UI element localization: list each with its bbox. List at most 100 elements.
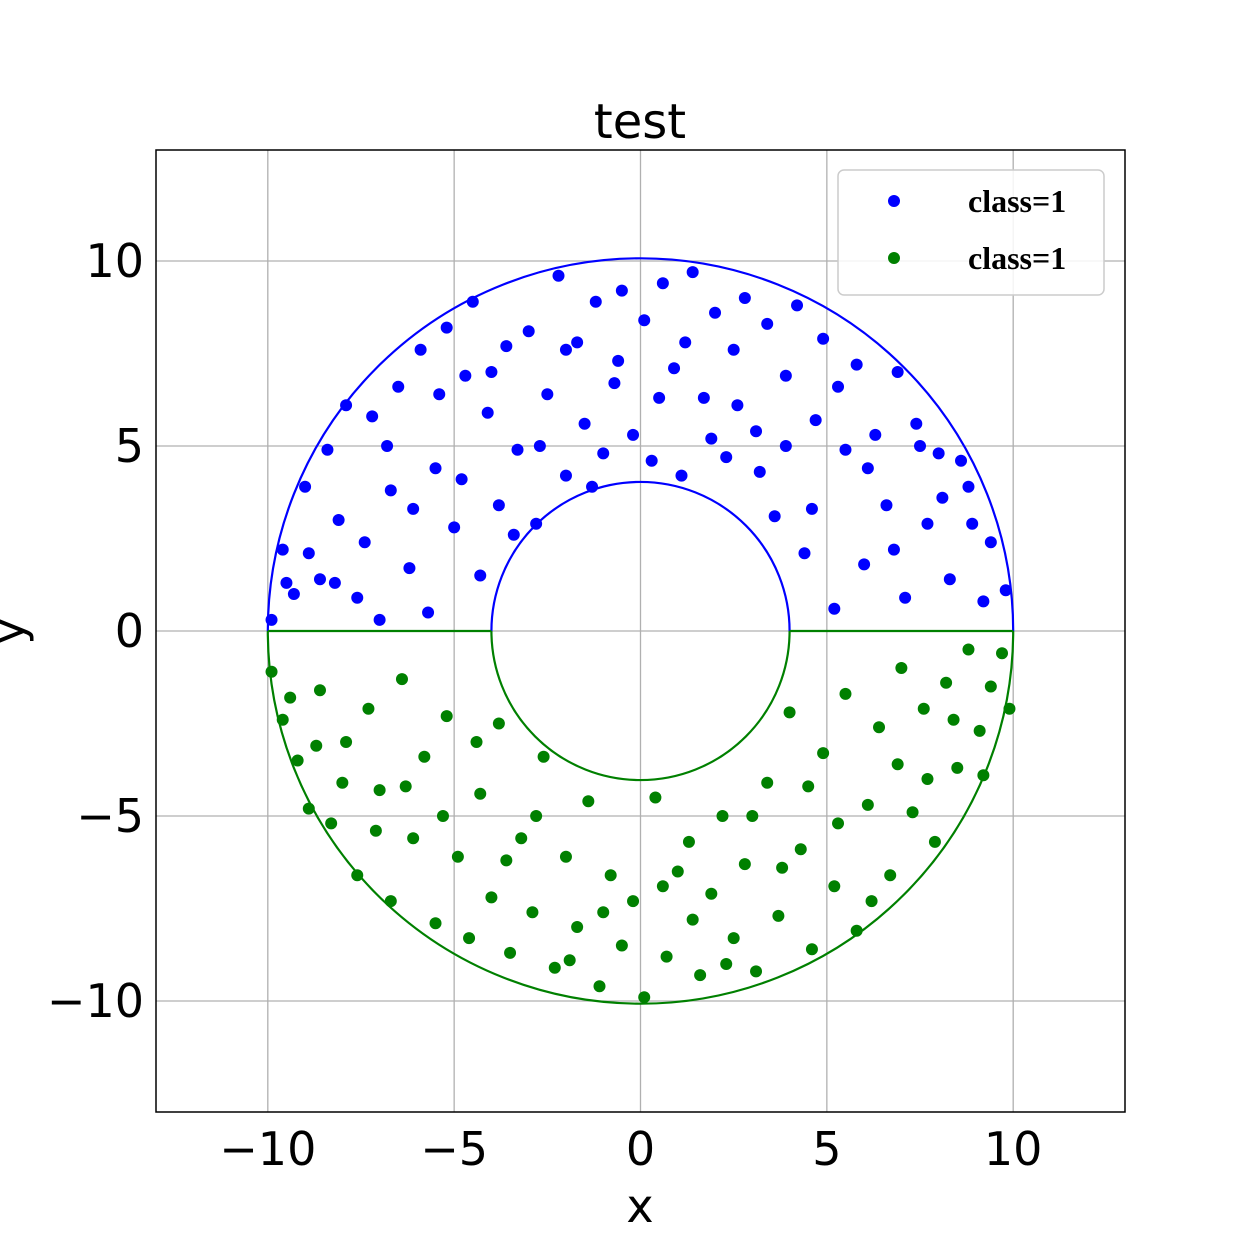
- x-tick-label-2: 0: [626, 1122, 655, 1176]
- point-series-1-12: [407, 832, 420, 845]
- point-series-1-17: [463, 932, 476, 945]
- point-series-0-12: [392, 380, 405, 393]
- legend-marker-class-1-blue: [888, 195, 900, 207]
- point-series-1-59: [928, 835, 941, 848]
- point-series-0-43: [686, 266, 699, 279]
- point-series-1-50: [828, 880, 841, 893]
- point-series-1-67: [284, 691, 297, 704]
- point-series-1-63: [973, 724, 986, 737]
- point-series-0-27: [530, 517, 543, 530]
- point-series-1-22: [515, 832, 528, 845]
- point-series-0-15: [422, 606, 435, 619]
- point-series-1-24: [537, 750, 550, 763]
- point-series-1-1: [276, 713, 289, 726]
- point-series-0-32: [578, 417, 591, 430]
- point-series-0-1: [276, 543, 289, 556]
- legend: class=1 class=1: [837, 169, 1105, 296]
- point-series-0-45: [709, 306, 722, 319]
- point-series-1-54: [873, 721, 886, 734]
- point-series-1-6: [340, 736, 353, 748]
- point-series-0-22: [481, 406, 494, 419]
- point-series-0-85: [559, 343, 572, 356]
- point-series-0-93: [779, 440, 792, 452]
- point-series-1-79: [686, 913, 699, 926]
- point-series-1-19: [485, 891, 498, 904]
- point-series-0-99: [936, 491, 949, 504]
- point-series-1-65: [996, 647, 1009, 660]
- point-series-0-95: [832, 380, 845, 393]
- point-series-1-73: [470, 736, 483, 748]
- point-series-0-51: [768, 510, 781, 523]
- point-series-0-50: [761, 317, 774, 330]
- point-series-1-27: [571, 921, 584, 933]
- point-series-0-49: [750, 425, 763, 438]
- point-series-0-11: [384, 484, 397, 497]
- point-series-0-28: [541, 388, 554, 401]
- point-series-1-83: [802, 780, 815, 793]
- point-series-1-11: [395, 673, 408, 686]
- point-series-1-87: [921, 773, 934, 785]
- point-series-1-58: [917, 702, 930, 715]
- point-series-0-42: [675, 469, 688, 482]
- point-series-0-92: [753, 465, 766, 478]
- point-series-0-18: [448, 521, 461, 534]
- point-series-1-10: [384, 895, 397, 908]
- y-axis-title: y: [0, 617, 35, 644]
- point-series-0-10: [373, 613, 386, 626]
- point-series-0-58: [839, 443, 852, 456]
- point-series-0-56: [817, 332, 830, 345]
- point-series-0-98: [914, 440, 927, 452]
- point-series-1-23: [526, 906, 539, 919]
- point-series-0-74: [280, 576, 293, 589]
- point-series-0-90: [705, 432, 718, 445]
- point-series-1-61: [951, 761, 964, 774]
- point-series-1-78: [656, 880, 669, 893]
- point-series-1-53: [861, 798, 874, 811]
- point-series-0-70: [966, 517, 979, 530]
- point-series-1-51: [839, 687, 852, 700]
- point-series-1-29: [593, 980, 606, 993]
- point-series-1-4: [313, 684, 326, 697]
- point-series-0-71: [977, 595, 990, 608]
- point-series-1-85: [865, 895, 878, 908]
- x-tick-label-0: −10: [219, 1122, 316, 1176]
- point-series-0-33: [589, 295, 602, 308]
- point-series-0-55: [809, 414, 822, 427]
- point-series-0-3: [299, 480, 312, 493]
- point-series-1-37: [682, 835, 695, 848]
- point-series-0-5: [321, 443, 334, 456]
- point-series-0-60: [858, 558, 871, 571]
- point-series-0-13: [403, 562, 416, 575]
- point-series-1-43: [750, 965, 763, 978]
- point-series-0-14: [414, 343, 427, 356]
- point-series-0-94: [805, 502, 818, 515]
- point-series-0-4: [313, 573, 326, 586]
- x-tick-labels: −10 −5 0 5 10: [219, 1122, 1042, 1176]
- point-series-0-7: [340, 399, 353, 412]
- point-series-1-49: [817, 747, 830, 760]
- point-series-1-55: [884, 869, 897, 882]
- point-series-1-14: [429, 917, 442, 930]
- legend-label-class-1-green: class=1: [968, 240, 1066, 276]
- point-series-1-16: [451, 850, 464, 863]
- point-series-0-26: [522, 325, 535, 338]
- point-series-1-69: [336, 776, 349, 789]
- point-series-1-40: [716, 810, 729, 822]
- point-series-0-17: [440, 321, 453, 334]
- point-series-1-30: [604, 869, 617, 882]
- x-tick-label-1: −5: [420, 1122, 488, 1176]
- point-series-0-31: [571, 336, 584, 349]
- point-series-0-75: [302, 547, 315, 560]
- point-series-0-8: [351, 591, 364, 604]
- point-series-1-60: [940, 676, 953, 689]
- point-series-1-39: [705, 887, 718, 900]
- point-series-0-36: [615, 284, 628, 297]
- point-series-1-8: [362, 702, 375, 715]
- y-tick-label-4: −10: [47, 974, 144, 1028]
- point-series-0-84: [533, 440, 546, 452]
- point-series-1-64: [984, 680, 997, 693]
- point-series-0-69: [955, 454, 968, 467]
- point-series-0-80: [433, 388, 446, 401]
- legend-label-class-1-blue: class=1: [968, 183, 1066, 219]
